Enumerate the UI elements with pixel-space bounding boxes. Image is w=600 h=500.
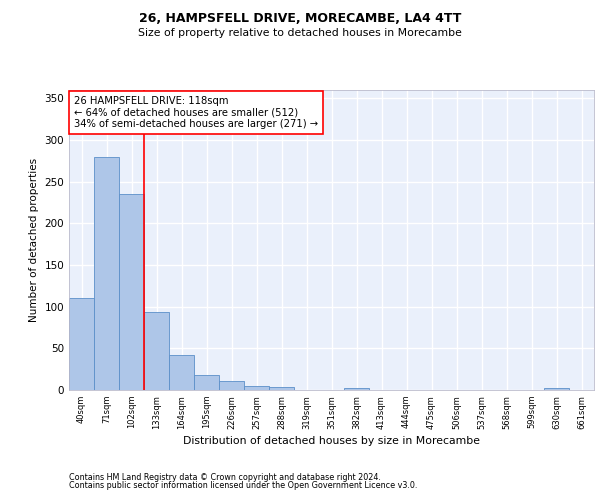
Bar [119,194,144,390]
Text: 26, HAMPSFELL DRIVE, MORECAMBE, LA4 4TT: 26, HAMPSFELL DRIVE, MORECAMBE, LA4 4TT [139,12,461,26]
Bar [194,375,219,390]
Text: Contains public sector information licensed under the Open Government Licence v3: Contains public sector information licen… [69,482,418,490]
Bar [69,298,94,390]
Bar [169,355,194,390]
Bar [144,312,169,390]
Text: Size of property relative to detached houses in Morecambe: Size of property relative to detached ho… [138,28,462,38]
Bar [244,386,269,390]
Bar [344,388,369,390]
Bar [544,388,569,390]
Bar [269,386,294,390]
Text: Contains HM Land Registry data © Crown copyright and database right 2024.: Contains HM Land Registry data © Crown c… [69,472,381,482]
Y-axis label: Number of detached properties: Number of detached properties [29,158,39,322]
Bar [219,381,244,390]
X-axis label: Distribution of detached houses by size in Morecambe: Distribution of detached houses by size … [183,436,480,446]
Bar [94,156,119,390]
Text: 26 HAMPSFELL DRIVE: 118sqm
← 64% of detached houses are smaller (512)
34% of sem: 26 HAMPSFELL DRIVE: 118sqm ← 64% of deta… [74,96,319,129]
